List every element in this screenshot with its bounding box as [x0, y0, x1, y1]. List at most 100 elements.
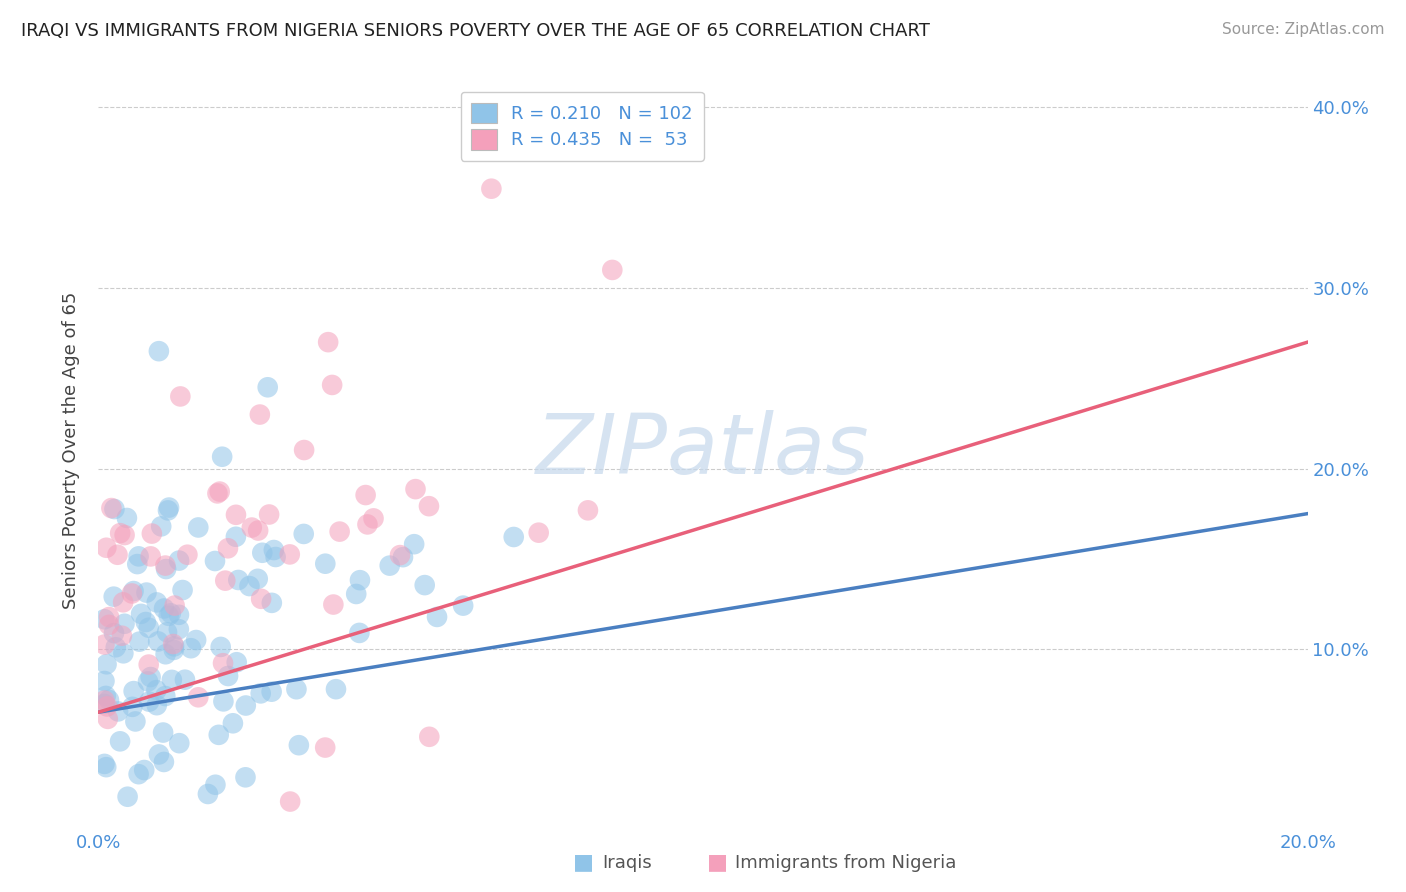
Point: [93, 756, 115, 771]
Point: [98, 610, 121, 624]
Point: [93, 693, 115, 707]
Point: [167, 622, 190, 636]
Point: [204, 554, 226, 568]
Point: [392, 550, 415, 565]
Point: [122, 584, 145, 599]
Point: [235, 698, 257, 713]
Point: [98, 618, 121, 632]
Point: [418, 499, 440, 513]
Point: [354, 488, 377, 502]
Point: [162, 637, 184, 651]
Point: [163, 643, 186, 657]
Point: [208, 484, 231, 499]
Point: [207, 486, 229, 500]
Point: [321, 378, 343, 392]
Point: [217, 541, 239, 556]
Point: [576, 503, 599, 517]
Point: [155, 647, 177, 661]
Point: [138, 621, 160, 635]
Point: [112, 646, 135, 660]
Point: [155, 558, 177, 573]
Point: [263, 543, 285, 558]
Point: [169, 736, 191, 750]
Point: [115, 511, 138, 525]
Point: [169, 389, 191, 403]
Point: [212, 694, 235, 708]
Point: [160, 673, 183, 687]
Point: [502, 530, 524, 544]
Point: [314, 557, 336, 571]
Point: [225, 508, 247, 522]
Text: IRAQI VS IMMIGRANTS FROM NIGERIA SENIORS POVERTY OVER THE AGE OF 65 CORRELATION : IRAQI VS IMMIGRANTS FROM NIGERIA SENIORS…: [21, 22, 929, 40]
Point: [208, 728, 231, 742]
Point: [180, 641, 202, 656]
Text: ZIPatlas: ZIPatlas: [536, 410, 870, 491]
Point: [174, 673, 197, 687]
Point: [150, 519, 173, 533]
Point: [100, 501, 122, 516]
Point: [278, 548, 301, 562]
Point: [250, 591, 273, 606]
Point: [93, 612, 115, 626]
Point: [204, 778, 226, 792]
Point: [349, 626, 371, 640]
Point: [246, 572, 269, 586]
Point: [108, 526, 131, 541]
Point: [155, 562, 177, 576]
Point: [94, 689, 117, 703]
Point: [249, 408, 271, 422]
Point: [114, 616, 136, 631]
Point: [212, 657, 235, 671]
Point: [226, 573, 249, 587]
Legend: R = 0.210   N = 102, R = 0.435   N =  53: R = 0.210 N = 102, R = 0.435 N = 53: [461, 92, 703, 161]
Point: [97, 693, 120, 707]
Point: [405, 482, 427, 496]
Point: [128, 549, 150, 564]
Point: [135, 585, 157, 599]
Point: [146, 634, 169, 648]
Point: [247, 524, 270, 538]
Point: [96, 657, 118, 672]
Point: [172, 582, 194, 597]
Point: [260, 684, 283, 698]
Point: [153, 755, 176, 769]
Point: [148, 747, 170, 762]
Point: [211, 450, 233, 464]
Point: [138, 657, 160, 672]
Point: [96, 541, 118, 555]
Point: [127, 557, 149, 571]
Point: [136, 674, 159, 689]
Point: [235, 770, 257, 784]
Point: [481, 182, 503, 196]
Point: [157, 500, 180, 515]
Point: [145, 698, 167, 713]
Point: [260, 596, 283, 610]
Point: [292, 443, 315, 458]
Point: [103, 626, 125, 640]
Point: [97, 712, 120, 726]
Point: [349, 573, 371, 587]
Point: [107, 548, 129, 562]
Point: [129, 607, 152, 621]
Point: [426, 610, 449, 624]
Point: [121, 586, 143, 600]
Text: Iraqis: Iraqis: [602, 855, 651, 872]
Point: [163, 640, 186, 654]
Point: [256, 380, 278, 394]
Point: [96, 699, 118, 714]
Point: [238, 579, 260, 593]
Point: [451, 599, 474, 613]
Point: [187, 690, 209, 705]
Point: [418, 730, 440, 744]
Point: [378, 558, 401, 573]
Point: [153, 601, 176, 615]
Point: [103, 502, 125, 516]
Point: [104, 640, 127, 655]
Point: [217, 669, 239, 683]
Point: [404, 537, 426, 551]
Point: [139, 549, 162, 564]
Point: [257, 508, 280, 522]
Point: [148, 344, 170, 359]
Point: [145, 683, 167, 698]
Point: [389, 548, 412, 562]
